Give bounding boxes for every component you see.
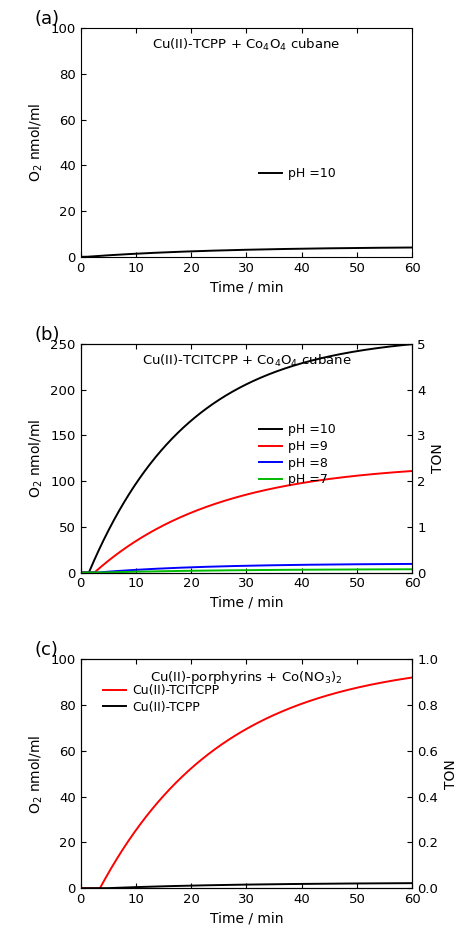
pH =8 bbox=[230, 560, 236, 571]
Cu(II)-TCITCPP bbox=[400, 673, 406, 684]
Cu(II)-TCITCPP bbox=[230, 731, 236, 742]
Legend: pH =10, pH =9, pH =8, pH =7: pH =10, pH =9, pH =8, pH =7 bbox=[259, 424, 336, 486]
Y-axis label: O$_2$ nmol/ml: O$_2$ nmol/ml bbox=[27, 419, 45, 497]
Cu(II)-TCITCPP bbox=[410, 672, 415, 683]
pH =8 bbox=[239, 560, 245, 571]
Text: Cu(II)-TCPP + Co$_4$O$_4$ cubane: Cu(II)-TCPP + Co$_4$O$_4$ cubane bbox=[152, 37, 341, 53]
Cu(II)-TCPP bbox=[400, 878, 406, 889]
pH =8 bbox=[78, 567, 83, 578]
pH =10 bbox=[400, 339, 405, 351]
pH =7 bbox=[400, 564, 405, 575]
pH =7 bbox=[95, 567, 100, 578]
pH =10 bbox=[78, 567, 83, 578]
Cu(II)-TCPP bbox=[230, 879, 236, 890]
pH =8 bbox=[400, 558, 405, 569]
Cu(II)-TCITCPP bbox=[400, 673, 405, 684]
Cu(II)-TCITCPP bbox=[78, 883, 83, 894]
pH =7 bbox=[239, 565, 245, 576]
Cu(II)-TCPP bbox=[239, 879, 245, 890]
pH =9 bbox=[230, 493, 236, 504]
pH =10 bbox=[230, 244, 236, 255]
Line: pH =8: pH =8 bbox=[81, 564, 412, 572]
Cu(II)-TCPP bbox=[78, 883, 83, 894]
pH =7 bbox=[410, 564, 415, 575]
pH =10 bbox=[339, 348, 345, 359]
Text: (a): (a) bbox=[34, 10, 59, 28]
pH =7 bbox=[339, 564, 345, 575]
pH =10 bbox=[410, 242, 415, 253]
pH =10 bbox=[230, 385, 236, 396]
Line: pH =7: pH =7 bbox=[81, 569, 412, 572]
pH =10 bbox=[400, 242, 406, 253]
pH =10 bbox=[400, 339, 406, 351]
Cu(II)-TCITCPP bbox=[239, 726, 245, 737]
pH =9 bbox=[410, 466, 415, 477]
pH =10 bbox=[410, 338, 415, 350]
Y-axis label: O$_2$ nmol/ml: O$_2$ nmol/ml bbox=[27, 734, 45, 813]
Y-axis label: TON: TON bbox=[444, 759, 458, 789]
X-axis label: Time / min: Time / min bbox=[210, 596, 283, 610]
Cu(II)-TCITCPP bbox=[95, 883, 100, 894]
pH =8 bbox=[339, 559, 345, 570]
Text: (c): (c) bbox=[34, 641, 58, 659]
pH =10 bbox=[400, 242, 405, 253]
pH =7 bbox=[400, 564, 406, 575]
pH =8 bbox=[400, 558, 406, 569]
Text: Cu(II)-TCITCPP + Co$_4$O$_4$ cubane: Cu(II)-TCITCPP + Co$_4$O$_4$ cubane bbox=[142, 352, 351, 369]
pH =10 bbox=[95, 251, 100, 262]
Y-axis label: TON: TON bbox=[431, 443, 445, 473]
X-axis label: Time / min: Time / min bbox=[210, 912, 283, 926]
pH =7 bbox=[230, 565, 236, 576]
pH =9 bbox=[239, 490, 245, 501]
pH =10 bbox=[239, 244, 245, 255]
pH =8 bbox=[410, 558, 415, 569]
Legend: Cu(II)-TCITCPP, Cu(II)-TCPP: Cu(II)-TCITCPP, Cu(II)-TCPP bbox=[103, 684, 219, 713]
pH =10 bbox=[95, 547, 100, 558]
pH =9 bbox=[339, 472, 345, 483]
Cu(II)-TCPP bbox=[95, 883, 100, 894]
pH =10 bbox=[78, 252, 83, 263]
pH =10 bbox=[339, 242, 345, 253]
Line: pH =10: pH =10 bbox=[81, 344, 412, 572]
Y-axis label: O$_2$ nmol/ml: O$_2$ nmol/ml bbox=[27, 103, 45, 182]
Line: Cu(II)-TCPP: Cu(II)-TCPP bbox=[81, 884, 412, 888]
Text: Cu(II)-porphyrins + Co(NO$_3$)$_2$: Cu(II)-porphyrins + Co(NO$_3$)$_2$ bbox=[150, 669, 343, 685]
pH =7 bbox=[78, 567, 83, 578]
pH =9 bbox=[95, 564, 100, 575]
Cu(II)-TCPP bbox=[410, 878, 415, 889]
Text: (b): (b) bbox=[34, 325, 60, 344]
Cu(II)-TCPP bbox=[339, 878, 345, 889]
pH =9 bbox=[400, 466, 406, 477]
Line: pH =9: pH =9 bbox=[81, 471, 412, 572]
pH =10 bbox=[239, 381, 245, 392]
Cu(II)-TCITCPP bbox=[339, 685, 345, 697]
Legend: pH =10: pH =10 bbox=[259, 167, 336, 180]
Cu(II)-TCPP bbox=[400, 878, 405, 889]
X-axis label: Time / min: Time / min bbox=[210, 280, 283, 295]
pH =8 bbox=[95, 567, 100, 578]
pH =9 bbox=[400, 466, 405, 477]
pH =9 bbox=[78, 567, 83, 578]
Line: Cu(II)-TCITCPP: Cu(II)-TCITCPP bbox=[81, 678, 412, 888]
Line: pH =10: pH =10 bbox=[81, 248, 412, 257]
